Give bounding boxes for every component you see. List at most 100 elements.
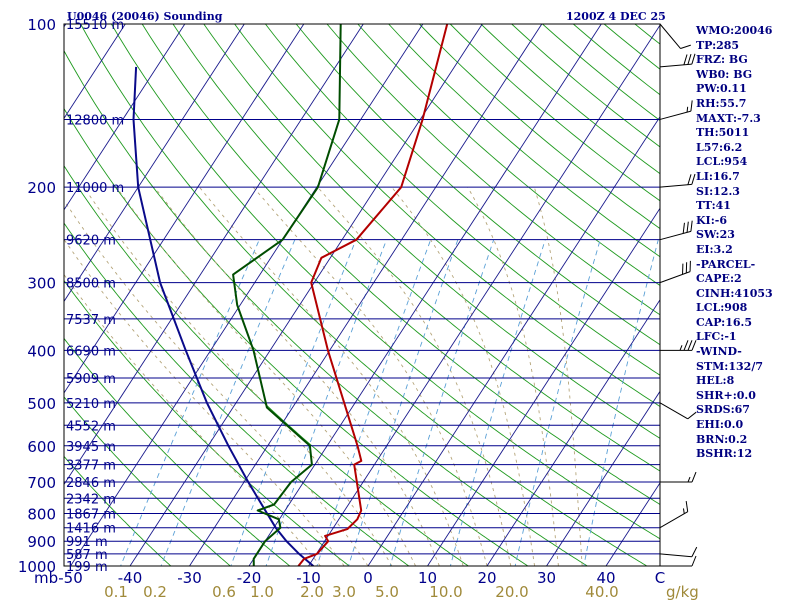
- mixing-ratio-tick-label: 2.0: [300, 583, 324, 600]
- index-pw: PW:0.11: [696, 82, 747, 96]
- wind-barbs: [659, 23, 698, 567]
- temperature-tick-label: 20: [477, 569, 496, 587]
- mixing-ratio-tick-label: 1.0: [250, 583, 274, 600]
- index-sw: SW:23: [696, 228, 735, 242]
- height-label: 15510 m: [66, 18, 124, 33]
- index-ei: EI:3.2: [696, 242, 733, 256]
- wind-barb-shaft: [659, 230, 692, 241]
- index-cap: CAP:16.5: [696, 315, 753, 329]
- pressure-tick-label: 700: [27, 474, 56, 492]
- dry-adiabat-line: [64, 455, 172, 566]
- dry-adiabat-line: [64, 279, 351, 566]
- mixing-ratio-line: [514, 239, 601, 566]
- isotherm-line: [129, 24, 483, 566]
- parcel-trace: [132, 66, 314, 566]
- temperature-tick-label: -10: [296, 569, 321, 587]
- pressure-tick-label: 600: [27, 438, 56, 456]
- temperature-tick-label: -30: [177, 569, 202, 587]
- index-lcl: LCL:954: [696, 155, 748, 169]
- wind-barb-shaft: [659, 110, 692, 120]
- wind-barb: [660, 555, 697, 567]
- wind-barb-full: [685, 262, 688, 274]
- wind-barb: [659, 546, 698, 558]
- height-label: 2846 m: [66, 476, 116, 491]
- height-label: 2342 m: [66, 492, 116, 507]
- index-srds: SRDS:67: [696, 403, 750, 417]
- height-label: 8500 m: [66, 277, 116, 292]
- moist-adiabat-line: [64, 238, 345, 566]
- height-label: 199 m: [66, 560, 108, 575]
- wind-barb-full: [682, 263, 684, 275]
- index-tp: TP:285: [696, 38, 740, 52]
- temperature-tick-label: 0: [363, 569, 373, 587]
- wind-barb-full: [690, 100, 693, 112]
- index-si: SI:12.3: [696, 184, 740, 198]
- index-frz: FRZ: BG: [696, 53, 748, 67]
- index-cinh: CINH:41053: [696, 286, 773, 300]
- wind-barb-full: [682, 222, 685, 234]
- wind-barb-full: [691, 555, 697, 567]
- pressure-tick-label: 800: [27, 505, 56, 523]
- height-label: 1867 m: [66, 507, 116, 522]
- height-label: 3945 m: [66, 440, 116, 455]
- pressure-tick-label: 300: [27, 275, 56, 293]
- wind-barb-full: [683, 54, 688, 65]
- height-label: 991 m: [66, 535, 108, 550]
- indices-panel: WMO:20046 TP:285 FRZ: BG WB0: BG PW:0.11…: [696, 24, 800, 462]
- pressure-tick-label: 500: [27, 395, 56, 413]
- wind-barb-full: [687, 340, 693, 351]
- wind-barb-full: [691, 546, 698, 557]
- wind-barb-shaft: [659, 402, 688, 420]
- wind-barb: [659, 501, 689, 529]
- isotherm-line: [64, 24, 186, 211]
- isotherm-line: [248, 24, 602, 566]
- wind-barb: [659, 53, 696, 68]
- index-cape: CAPE:2: [696, 272, 742, 286]
- wind-barb: [659, 260, 691, 284]
- wind-barb-full: [691, 173, 696, 185]
- pressure-tick-label: 100: [27, 16, 56, 34]
- index-stm: STM:132/7: [696, 359, 763, 373]
- temperature-tick-label: -50: [58, 569, 83, 587]
- wind-barb-full: [685, 501, 689, 512]
- index-th: TH:5011: [696, 126, 750, 140]
- wind-barb-half: [679, 345, 683, 351]
- moist-adiabat-line: [116, 186, 417, 566]
- height-label: 11000 m: [66, 181, 124, 196]
- temperature-tick-label: -40: [118, 569, 143, 587]
- mixing-ratio-tick-label: 40.0: [585, 583, 618, 600]
- index-l57: L57:6.2: [696, 140, 743, 154]
- parcel-heading: -PARCEL-: [696, 257, 756, 271]
- height-label: 6690 m: [66, 344, 116, 359]
- wind-barb-half: [686, 106, 689, 113]
- wind-barb-shaft: [659, 553, 692, 558]
- index-bshr: BSHR:12: [696, 447, 753, 461]
- index-wb0: WB0: BG: [696, 67, 753, 81]
- isotherm-line: [307, 24, 660, 566]
- wind-barb-full: [687, 411, 697, 420]
- wind-barb: [660, 340, 697, 351]
- index-hel: HEL:8: [696, 374, 735, 388]
- pressure-tick-label: 1000: [18, 558, 56, 576]
- wind-barb-full: [691, 340, 697, 351]
- mixing-ratio-tick-label: 20.0: [495, 583, 528, 600]
- mixing-ratio-tick-label: 0.1: [104, 583, 128, 600]
- index-shr: SHR+:0.0: [696, 388, 756, 402]
- pressure-unit-label: mb: [34, 569, 58, 587]
- isotherm-line: [426, 207, 660, 566]
- isotherm-line: [64, 24, 126, 120]
- pressure-tick-label: 900: [27, 533, 56, 551]
- height-label: 12800 m: [66, 113, 124, 128]
- wind-barb-full: [690, 220, 693, 232]
- wind-barb-full: [686, 221, 689, 233]
- temperature-trace: [297, 24, 449, 566]
- wind-barb: [659, 100, 693, 120]
- wind-barb-full: [687, 54, 692, 65]
- height-label: 9620 m: [66, 234, 116, 249]
- index-rh: RH:55.7: [696, 96, 747, 110]
- dry-adiabat-line: [64, 396, 231, 566]
- wind-barb-full: [680, 44, 691, 49]
- temperature-tick-label: 10: [418, 569, 437, 587]
- mixing-ratio-tick-label: 10.0: [429, 583, 462, 600]
